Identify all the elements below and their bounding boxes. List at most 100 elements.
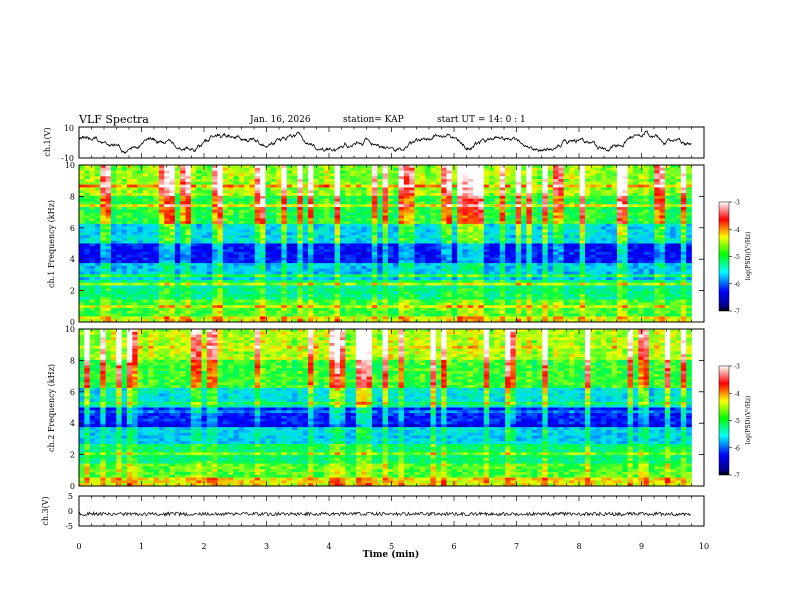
spectrogram-cell (281, 277, 288, 281)
spectrogram-cell (308, 274, 314, 278)
spectrogram-cell (318, 165, 325, 169)
spectrogram-cell (329, 176, 336, 180)
spectrogram-cell (611, 246, 618, 250)
spectrogram-cell (499, 207, 506, 211)
spectrogram-cell (478, 218, 485, 222)
spectrogram-cell (473, 229, 479, 233)
spectrogram-cell (297, 212, 304, 216)
spectrogram-cell (206, 254, 213, 258)
spectrogram-cell (339, 232, 346, 236)
spectrogram-cell (419, 232, 426, 236)
spectrogram-cell (574, 195, 581, 199)
spectrogram-cell (350, 193, 357, 197)
spectrogram-cell (590, 204, 596, 208)
spectrogram-cell (345, 268, 351, 272)
spectrogram-cell (515, 187, 522, 191)
spectrogram-cell (537, 204, 543, 208)
spectrogram-cell (79, 232, 85, 236)
spectrogram-cell (542, 257, 549, 261)
spectrogram-cell (89, 212, 96, 216)
spectrogram-cell (244, 207, 250, 211)
spectrogram-cell (153, 271, 160, 275)
spectrogram-cell (574, 212, 581, 216)
spectrogram-cell (339, 282, 346, 286)
spectrogram-cell (292, 240, 298, 244)
spectrogram-cell (260, 181, 266, 185)
spectrogram-cell (569, 204, 575, 208)
spectrogram-cell (329, 263, 336, 267)
spectrogram-cell (542, 181, 549, 185)
spectrogram-cell (531, 257, 538, 261)
spectrogram-cell (664, 215, 671, 219)
spectrogram-cell (611, 271, 618, 275)
spectrogram-cell (79, 170, 85, 174)
spectrogram-cell (393, 176, 399, 180)
spectrogram-cell (590, 254, 596, 258)
spectrogram-cell (435, 221, 442, 225)
spectrogram-cell (489, 232, 495, 236)
spectrogram-cell (105, 187, 112, 191)
spectrogram-cell (132, 212, 138, 216)
spectrogram-cell (238, 226, 245, 230)
spectrogram-cell (627, 268, 634, 272)
spectrogram-cell (212, 165, 218, 169)
spectrogram-cell (116, 263, 122, 267)
spectrogram-cell (180, 257, 186, 261)
spectrogram-cell (100, 257, 106, 261)
spectrogram-cell (393, 263, 399, 267)
spectrogram-cell (371, 173, 378, 177)
spectrogram-cell (659, 237, 666, 242)
spectrogram-cell (600, 218, 607, 222)
spectrogram-cell (553, 251, 559, 256)
spectrogram-cell (180, 179, 186, 183)
spectrogram-cell (185, 176, 192, 180)
spectrogram-cell (393, 179, 399, 183)
spectrogram-cell (505, 190, 511, 194)
spectrogram-cell (377, 223, 383, 228)
spectrogram-cell (334, 190, 341, 194)
spectrogram-cell (302, 209, 309, 214)
spectrogram-cell (675, 265, 682, 270)
spectrogram-cell (137, 181, 144, 185)
spectrogram-cell (132, 237, 138, 242)
spectrogram-cell (537, 198, 543, 202)
spectrogram-cell (569, 198, 575, 202)
spectrogram-cell (441, 235, 447, 239)
spectrogram-cell (292, 254, 298, 258)
spectrogram-cell (569, 235, 575, 239)
spectrogram-cell (393, 193, 399, 197)
spectrogram-cell (238, 246, 245, 250)
spectrogram-cell (233, 167, 240, 171)
spectrogram-cell (393, 215, 399, 219)
spectrogram-cell (627, 251, 634, 256)
spectrogram-cell (302, 279, 309, 284)
spectrogram-cell (244, 257, 250, 261)
spectrogram-cell (366, 201, 373, 205)
spectrogram-cell (116, 243, 122, 247)
spectrogram-cell (366, 229, 373, 233)
spectrogram-cell (366, 176, 373, 180)
spectrogram-cell (622, 195, 628, 199)
spectrogram-cell (579, 246, 586, 250)
spectrogram-cell (350, 165, 357, 169)
spectrogram-cell (89, 226, 96, 230)
spectrogram-cell (510, 207, 517, 211)
spectrogram-cell (190, 257, 197, 261)
spectrogram-cell (233, 173, 240, 177)
spectrogram-cell (270, 271, 277, 275)
spectrogram-cell (190, 271, 197, 275)
spectrogram-cell (164, 184, 170, 188)
spectrogram-cell (425, 167, 431, 171)
spectrogram-cell (600, 184, 607, 188)
spectrogram-cell (409, 235, 415, 239)
spectrogram-cell (547, 260, 554, 264)
spectrogram-cell (515, 249, 522, 253)
spectrogram-cell (377, 195, 383, 199)
spectrogram-cell (308, 165, 314, 169)
spectrogram-cell (457, 232, 463, 236)
spectrogram-cell (632, 179, 639, 183)
spectrogram-cell (137, 167, 144, 171)
spectrogram-cell (595, 176, 602, 180)
spectrogram-cell (276, 249, 282, 253)
spectrogram-cell (196, 221, 202, 225)
